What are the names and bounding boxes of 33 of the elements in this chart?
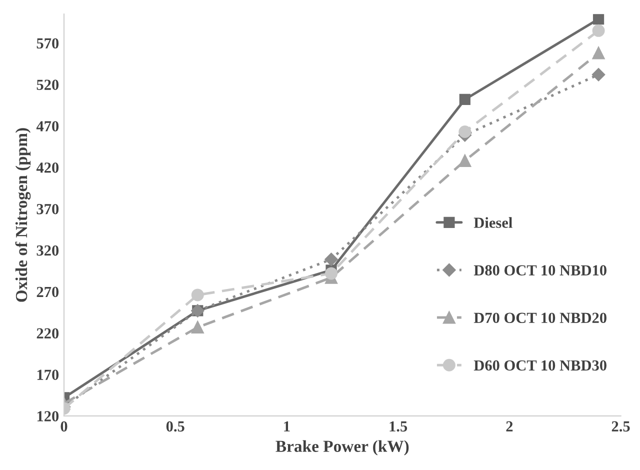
point — [592, 68, 606, 82]
point — [592, 46, 605, 60]
y-tick-label: 120 — [37, 411, 59, 422]
legend-label: D60 OCT 10 NBD30 — [474, 360, 606, 371]
point — [191, 288, 204, 302]
y-tick-label: 570 — [36, 38, 59, 49]
legend-label: Diesel — [474, 217, 512, 228]
y-tick-label: 420 — [36, 162, 59, 173]
point — [459, 94, 470, 105]
y-tick-label: 170 — [37, 370, 59, 380]
x-tick-label: 0 — [60, 421, 68, 432]
y-tick-label: 520 — [36, 80, 59, 90]
y-tick-label: 320 — [36, 245, 59, 256]
point — [324, 252, 338, 266]
y-tick-label: 470 — [36, 121, 59, 132]
x-tick-label: 2.5 — [612, 421, 630, 432]
x-tick-label: 2 — [506, 421, 513, 432]
point — [191, 321, 204, 334]
x-tick-label: 1.5 — [390, 421, 408, 432]
point — [325, 267, 338, 280]
y-axis-title: Oxide of Nitrogen (ppm) — [15, 128, 31, 302]
x-axis-title: Brake Power (kW) — [276, 440, 409, 456]
x-tick-label: 1 — [284, 421, 290, 432]
point — [458, 154, 472, 168]
x-tick-label: 0.5 — [166, 421, 184, 432]
y-tick-label: 270 — [36, 286, 59, 298]
legend-label: D70 OCT 10 NBD20 — [474, 312, 606, 324]
y-tick-label: 370 — [36, 204, 59, 214]
legend-label: D80 OCT 10 NBD10 — [474, 265, 606, 276]
y-tick-label: 220 — [36, 328, 59, 339]
point — [458, 126, 472, 138]
point — [592, 24, 605, 37]
point — [592, 14, 604, 25]
